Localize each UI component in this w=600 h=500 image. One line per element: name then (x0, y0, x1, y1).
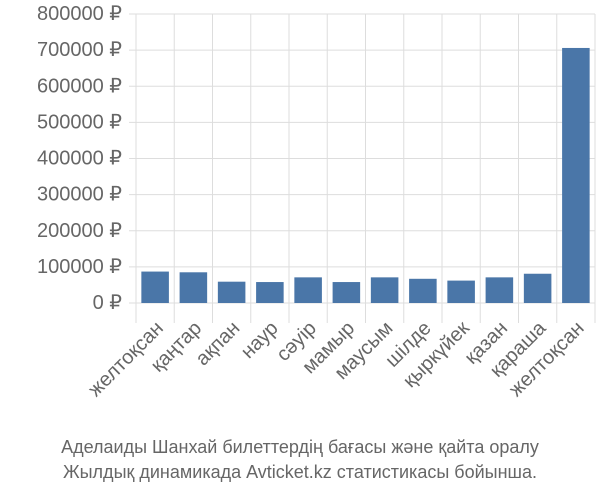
bar (217, 281, 246, 303)
bars (141, 47, 590, 303)
bar (523, 273, 552, 303)
bar (256, 282, 284, 303)
caption-line-1: Аделаиды Шанхай билеттердің бағасы және … (61, 437, 539, 457)
y-tick-label: 500000 ₽ (37, 111, 122, 133)
grid (129, 13, 596, 323)
x-tick-label: ақпан (191, 317, 244, 370)
y-tick-label: 0 ₽ (93, 292, 123, 314)
y-axis-ticks: 0 ₽ 100000 ₽ 200000 ₽ 300000 ₽ 400000 ₽ 50000… (37, 3, 122, 314)
y-tick-label: 800000 ₽ (37, 3, 122, 25)
y-tick-label: 300000 ₽ (37, 184, 122, 206)
bar (447, 280, 475, 303)
y-tick-label: 200000 ₽ (37, 220, 122, 242)
bar (485, 277, 514, 303)
x-axis-ticks: желтоқсанқаңтарақпаннаурсәуірмамырмаусым… (84, 317, 589, 401)
caption-line-2: Жылдық динамикада Avticket.kz статистика… (63, 462, 537, 482)
bar (294, 277, 322, 303)
bar (370, 277, 399, 303)
bar (141, 271, 169, 303)
y-tick-label: 700000 ₽ (37, 39, 122, 61)
y-tick-label: 100000 ₽ (37, 256, 122, 278)
y-tick-label: 600000 ₽ (37, 75, 122, 97)
bar (562, 47, 590, 303)
y-tick-label: 400000 ₽ (37, 148, 122, 170)
price-bar-chart: 0 ₽ 100000 ₽ 200000 ₽ 300000 ₽ 400000 ₽ 50000… (37, 3, 596, 401)
bar (179, 272, 208, 303)
x-tick-label: наур (237, 317, 283, 363)
bar (409, 278, 437, 303)
bar (332, 282, 361, 303)
